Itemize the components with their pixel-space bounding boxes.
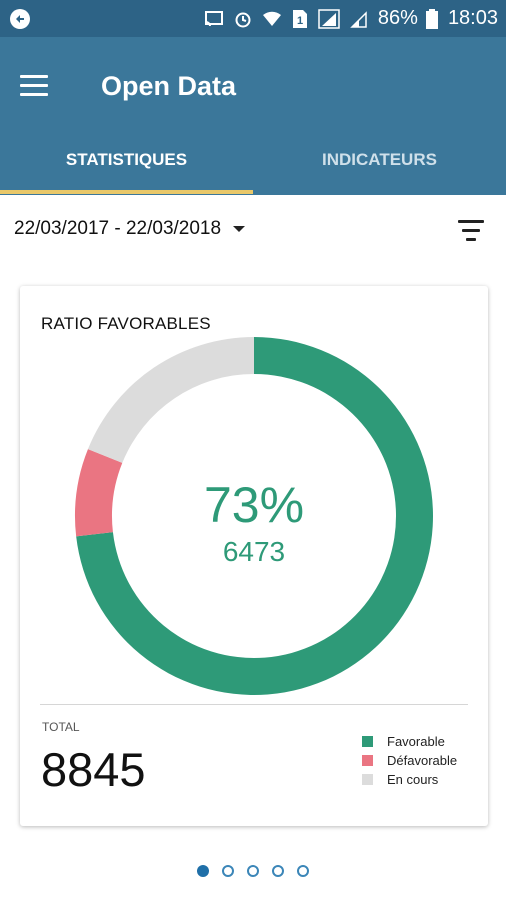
- filter-list-icon[interactable]: [458, 220, 484, 242]
- page-indicator: [0, 865, 506, 879]
- tab-statistiques[interactable]: STATISTIQUES: [65, 150, 188, 169]
- center-percent: 73%: [203, 477, 305, 533]
- battery-percentage: 86%: [377, 7, 418, 29]
- total-label: TOTAL: [42, 720, 80, 734]
- battery-icon: [425, 8, 438, 29]
- page-dot-5[interactable]: [297, 865, 309, 877]
- page-dot-3[interactable]: [247, 865, 259, 877]
- legend-swatch-favorable: [362, 736, 373, 747]
- alarm-icon: [234, 10, 252, 28]
- page-dot-4[interactable]: [272, 865, 284, 877]
- legend-item-favorable: Favorable: [362, 732, 457, 751]
- signal-icon: [318, 8, 340, 29]
- legend-item-en-cours: En cours: [362, 770, 457, 789]
- clock: 18:03: [447, 7, 498, 29]
- legend-swatch-defavorable: [362, 755, 373, 766]
- tab-bar: STATISTIQUES INDICATEURS: [0, 137, 506, 195]
- sim-1-icon: 1: [292, 9, 308, 29]
- legend-label-en-cours: En cours: [387, 772, 439, 787]
- status-bar: 1 86% 18:03: [0, 0, 506, 37]
- card-title: RATIO FAVORABLES: [41, 314, 211, 333]
- cast-icon: [204, 10, 224, 27]
- svg-text:1: 1: [297, 15, 303, 27]
- legend-label-defavorable: Défavorable: [387, 753, 458, 768]
- wifi-icon: [262, 10, 282, 28]
- divider: [40, 704, 468, 705]
- total-value: 8845: [41, 743, 146, 796]
- legend-swatch-en-cours: [362, 774, 373, 785]
- donut-chart: [75, 337, 434, 695]
- tab-indicateurs[interactable]: INDICATEURS: [322, 150, 437, 169]
- donut-slice-en-cours[interactable]: [87, 337, 254, 463]
- ratio-card: RATIO FAVORABLES 73% 6473 TOTAL 8845 Fav…: [20, 286, 488, 826]
- signal-weak-icon: [350, 10, 368, 28]
- app-circle-icon: [10, 9, 30, 29]
- dropdown-caret-icon: [233, 226, 246, 232]
- chart-legend: Favorable Défavorable En cours: [362, 732, 457, 789]
- app-title: Open Data: [101, 71, 237, 101]
- tab-indicator: [0, 190, 253, 194]
- center-value: 6473: [222, 536, 286, 567]
- page-dot-2[interactable]: [222, 865, 234, 877]
- legend-label-favorable: Favorable: [387, 734, 445, 749]
- date-range-label: 22/03/2017 - 22/03/2018: [14, 218, 222, 239]
- app-bar: Open Data STATISTIQUES INDICATEURS: [0, 37, 506, 195]
- date-range-dropdown[interactable]: 22/03/2017 - 22/03/2018: [14, 218, 246, 240]
- hamburger-menu-icon[interactable]: [20, 75, 48, 99]
- legend-item-defavorable: Défavorable: [362, 751, 457, 770]
- donut-slice-d-favorable[interactable]: [75, 449, 123, 537]
- page-dot-1[interactable]: [197, 865, 209, 877]
